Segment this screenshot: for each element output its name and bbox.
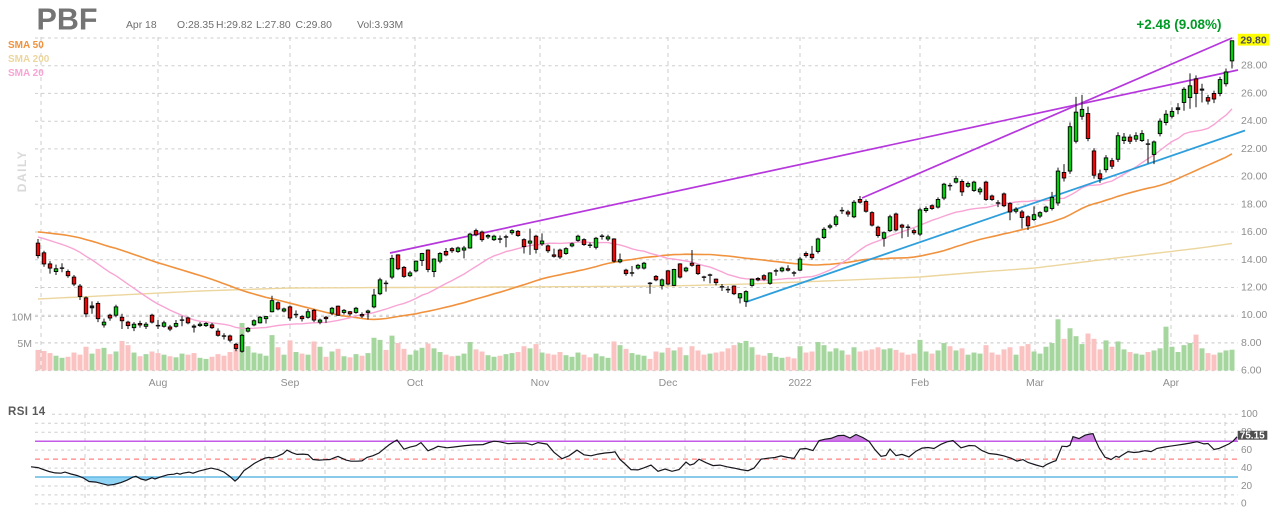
svg-text:60: 60 — [1241, 445, 1253, 456]
svg-text:Feb: Feb — [911, 377, 929, 389]
svg-text:26.00: 26.00 — [1241, 87, 1267, 99]
svg-text:28.00: 28.00 — [1241, 60, 1267, 72]
svg-text:8.00: 8.00 — [1241, 337, 1262, 349]
svg-text:24.00: 24.00 — [1241, 115, 1267, 127]
svg-text:SMA 200: SMA 200 — [8, 54, 50, 65]
svg-text:Aug: Aug — [149, 377, 168, 389]
svg-text:5M: 5M — [17, 338, 32, 350]
svg-text:14.00: 14.00 — [1241, 254, 1267, 266]
svg-text:18.00: 18.00 — [1241, 198, 1267, 210]
svg-text:20: 20 — [1241, 481, 1253, 492]
svg-text:O:28.35: O:28.35 — [177, 20, 214, 31]
svg-text:Dec: Dec — [659, 377, 678, 389]
svg-text:+2.48 (9.08%): +2.48 (9.08%) — [1136, 17, 1221, 32]
svg-text:Vol:3.93M: Vol:3.93M — [357, 20, 403, 31]
svg-text:DAILY: DAILY — [15, 150, 29, 192]
svg-text:16.00: 16.00 — [1241, 226, 1267, 238]
svg-text:Apr: Apr — [1163, 377, 1180, 389]
svg-text:2022: 2022 — [788, 377, 812, 389]
svg-text:10.00: 10.00 — [1241, 309, 1267, 321]
svg-text:20.00: 20.00 — [1241, 171, 1267, 183]
svg-text:C:29.80: C:29.80 — [296, 20, 333, 31]
svg-text:SMA 50: SMA 50 — [8, 40, 44, 51]
svg-text:PBF: PBF — [37, 3, 98, 37]
svg-text:12.00: 12.00 — [1241, 282, 1267, 294]
svg-text:L:27.80: L:27.80 — [256, 20, 291, 31]
svg-text:Nov: Nov — [531, 377, 550, 389]
svg-text:6.00: 6.00 — [1241, 365, 1262, 377]
svg-text:100: 100 — [1241, 409, 1258, 420]
svg-text:SMA 20: SMA 20 — [8, 68, 44, 79]
svg-text:0: 0 — [1241, 499, 1247, 510]
svg-text:RSI 14: RSI 14 — [8, 406, 46, 418]
svg-text:H:29.82: H:29.82 — [216, 20, 253, 31]
svg-text:10M: 10M — [12, 312, 32, 324]
svg-text:22.00: 22.00 — [1241, 143, 1267, 155]
svg-text:Oct: Oct — [407, 377, 423, 389]
svg-text:Apr 18: Apr 18 — [126, 20, 157, 31]
svg-text:Mar: Mar — [1026, 377, 1045, 389]
svg-text:29.80: 29.80 — [1240, 35, 1266, 47]
svg-text:Sep: Sep — [281, 377, 300, 389]
svg-text:75.15: 75.15 — [1240, 430, 1265, 441]
svg-text:40: 40 — [1241, 463, 1253, 474]
